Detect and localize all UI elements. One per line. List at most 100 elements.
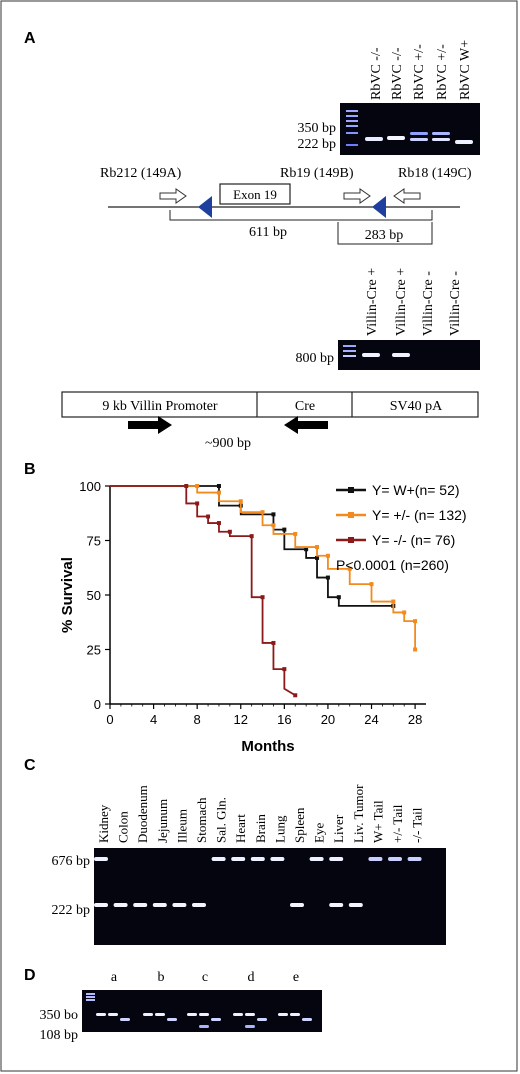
geld-group-c: c <box>202 970 208 985</box>
series-point-1 <box>369 582 374 587</box>
series-point-2 <box>293 693 298 698</box>
gelc-lane-labels: Kidney Colon Duodenum Jejunum Illeum Stomach S… <box>96 784 425 843</box>
y-tick-label: 0 <box>94 697 101 712</box>
chart-x-axis-label: Months <box>241 738 294 755</box>
series-point-2 <box>271 640 276 645</box>
series-point-1 <box>325 553 330 558</box>
panel-a-letter: A <box>24 30 36 47</box>
gelc-band-lower <box>133 903 148 907</box>
geld-band <box>143 1013 153 1016</box>
gel2-ladder <box>343 345 356 357</box>
geld-group-a: a <box>111 970 118 985</box>
gel1-marker-350: 350 bp <box>298 121 337 136</box>
y-tick-label: 25 <box>87 643 101 658</box>
gel1-lane-label-1: RbVC -/- <box>390 47 405 100</box>
chart-y-axis-label: % Survival <box>59 557 76 633</box>
x-tick-label: 20 <box>321 712 335 727</box>
series-point-2 <box>282 667 287 672</box>
geld-group-labels: a b c d e <box>111 970 299 985</box>
series-point-2 <box>184 484 189 488</box>
survival-chart: 0 25 50 75 100 0 4 8 12 16 20 24 28 Y= W+(n= 52) Y= +… <box>59 479 467 755</box>
gelc-band-upper <box>211 857 226 861</box>
gelc-lane-label-11: Eye <box>312 823 327 843</box>
gelc-band-upper <box>407 857 422 861</box>
gel2-lane-labels: Villin-Cre + Villin-Cre + Villin-Cre - Vill… <box>365 268 463 336</box>
series-point-0 <box>271 512 276 517</box>
transgene-sv40pa: SV40 pA <box>390 399 443 414</box>
series-point-2 <box>195 501 200 506</box>
gelc-band-lower <box>329 903 344 907</box>
gelc-band-lower <box>172 903 187 907</box>
series-point-0 <box>336 595 341 600</box>
series-point-1 <box>271 523 276 528</box>
series-line-2 <box>110 485 296 697</box>
gelc-lane-label-3: Jejunum <box>155 799 170 843</box>
primer-label-rb212: Rb212 (149A) <box>100 166 182 181</box>
geld-band <box>302 1018 312 1021</box>
gelc-band-lower <box>192 903 206 907</box>
series-point-1 <box>216 490 221 495</box>
gel1-ladder <box>346 110 358 146</box>
gel1-lane-label-4: RbVC W+ <box>458 40 473 100</box>
geld-group-b: b <box>158 970 165 985</box>
primer-label-rb19: Rb19 (149B) <box>280 166 354 181</box>
x-tick-label: 16 <box>277 712 291 727</box>
geld-bands <box>96 1013 312 1028</box>
series-point-2 <box>216 521 221 526</box>
gelc-band-upper <box>250 857 265 861</box>
gelc-lane-label-7: Heart <box>233 814 248 843</box>
gelc-band-lower <box>290 903 304 907</box>
primer-forward-arrow-icon <box>128 416 172 434</box>
gel2-lane-label-1: Villin-Cre + <box>394 268 409 336</box>
geld-group-d: d <box>248 970 255 985</box>
gelc-lane-label-8: Brain <box>253 814 268 843</box>
chart-legend: Y= W+(n= 52) Y= +/- (n= 132) Y= -/- (n= 76… <box>336 482 467 548</box>
series-point-0 <box>216 484 221 488</box>
gelc-band-upper <box>309 857 324 861</box>
geld-band <box>245 1025 255 1028</box>
x-tick-label: 24 <box>364 712 378 727</box>
series-point-1 <box>413 619 418 624</box>
geld-marker-350: 350 bo <box>40 1008 79 1023</box>
panel-c-letter: C <box>24 757 36 774</box>
primer-rb19-arrow-icon <box>343 188 371 204</box>
gelc-band-lower <box>348 903 363 907</box>
series-point-1 <box>238 499 243 504</box>
series-point-1 <box>402 610 407 615</box>
x-tick-label: 12 <box>234 712 248 727</box>
primer-rb212-arrow-icon <box>159 188 187 204</box>
series-point-2 <box>260 595 265 600</box>
transgene-villin-promoter: 9 kb Villin Promoter <box>102 399 218 414</box>
legend-label-2: Y= -/- (n= 76) <box>372 532 455 548</box>
gel1-marker-222: 222 bp <box>298 137 337 152</box>
gel2-bands <box>362 353 410 357</box>
gelc-band-upper <box>270 857 285 861</box>
gel2-lane-label-0: Villin-Cre + <box>365 268 380 336</box>
gel1-lane-label-0: RbVC -/- <box>369 47 384 100</box>
transgene-map <box>61 391 479 418</box>
x-tick-label: 0 <box>106 712 113 727</box>
series-line-0 <box>110 485 394 607</box>
geld-band <box>120 1018 130 1021</box>
series-point-1 <box>315 545 320 550</box>
panel-d-letter: D <box>24 967 36 984</box>
gelc-band-lower <box>113 903 128 907</box>
geld-band <box>278 1013 288 1016</box>
series-point-0 <box>325 575 330 580</box>
gelc-lane-label-16: -/- Tail <box>410 807 425 843</box>
gelc-marker-676: 676 bp <box>52 854 91 869</box>
product-611-bracket <box>169 210 433 221</box>
gel2-lane-label-3: Villin-Cre - <box>448 271 463 336</box>
gelc-lane-label-0: Kidney <box>96 804 111 843</box>
gelc-lane-label-6: Sal. Gln. <box>214 797 229 843</box>
gel2-marker-800: 800 bp <box>296 351 335 366</box>
loxp-right-icon <box>372 196 386 218</box>
gelc-lane-label-2: Duodenum <box>135 785 150 843</box>
geld-band <box>155 1013 165 1016</box>
chart-axes: 0 25 50 75 100 0 4 8 12 16 20 24 28 <box>79 479 426 727</box>
gelc-band-upper <box>231 857 246 861</box>
gel1-lane-label-3: RbVC +/- <box>435 44 450 100</box>
gel1-bands <box>365 132 473 144</box>
